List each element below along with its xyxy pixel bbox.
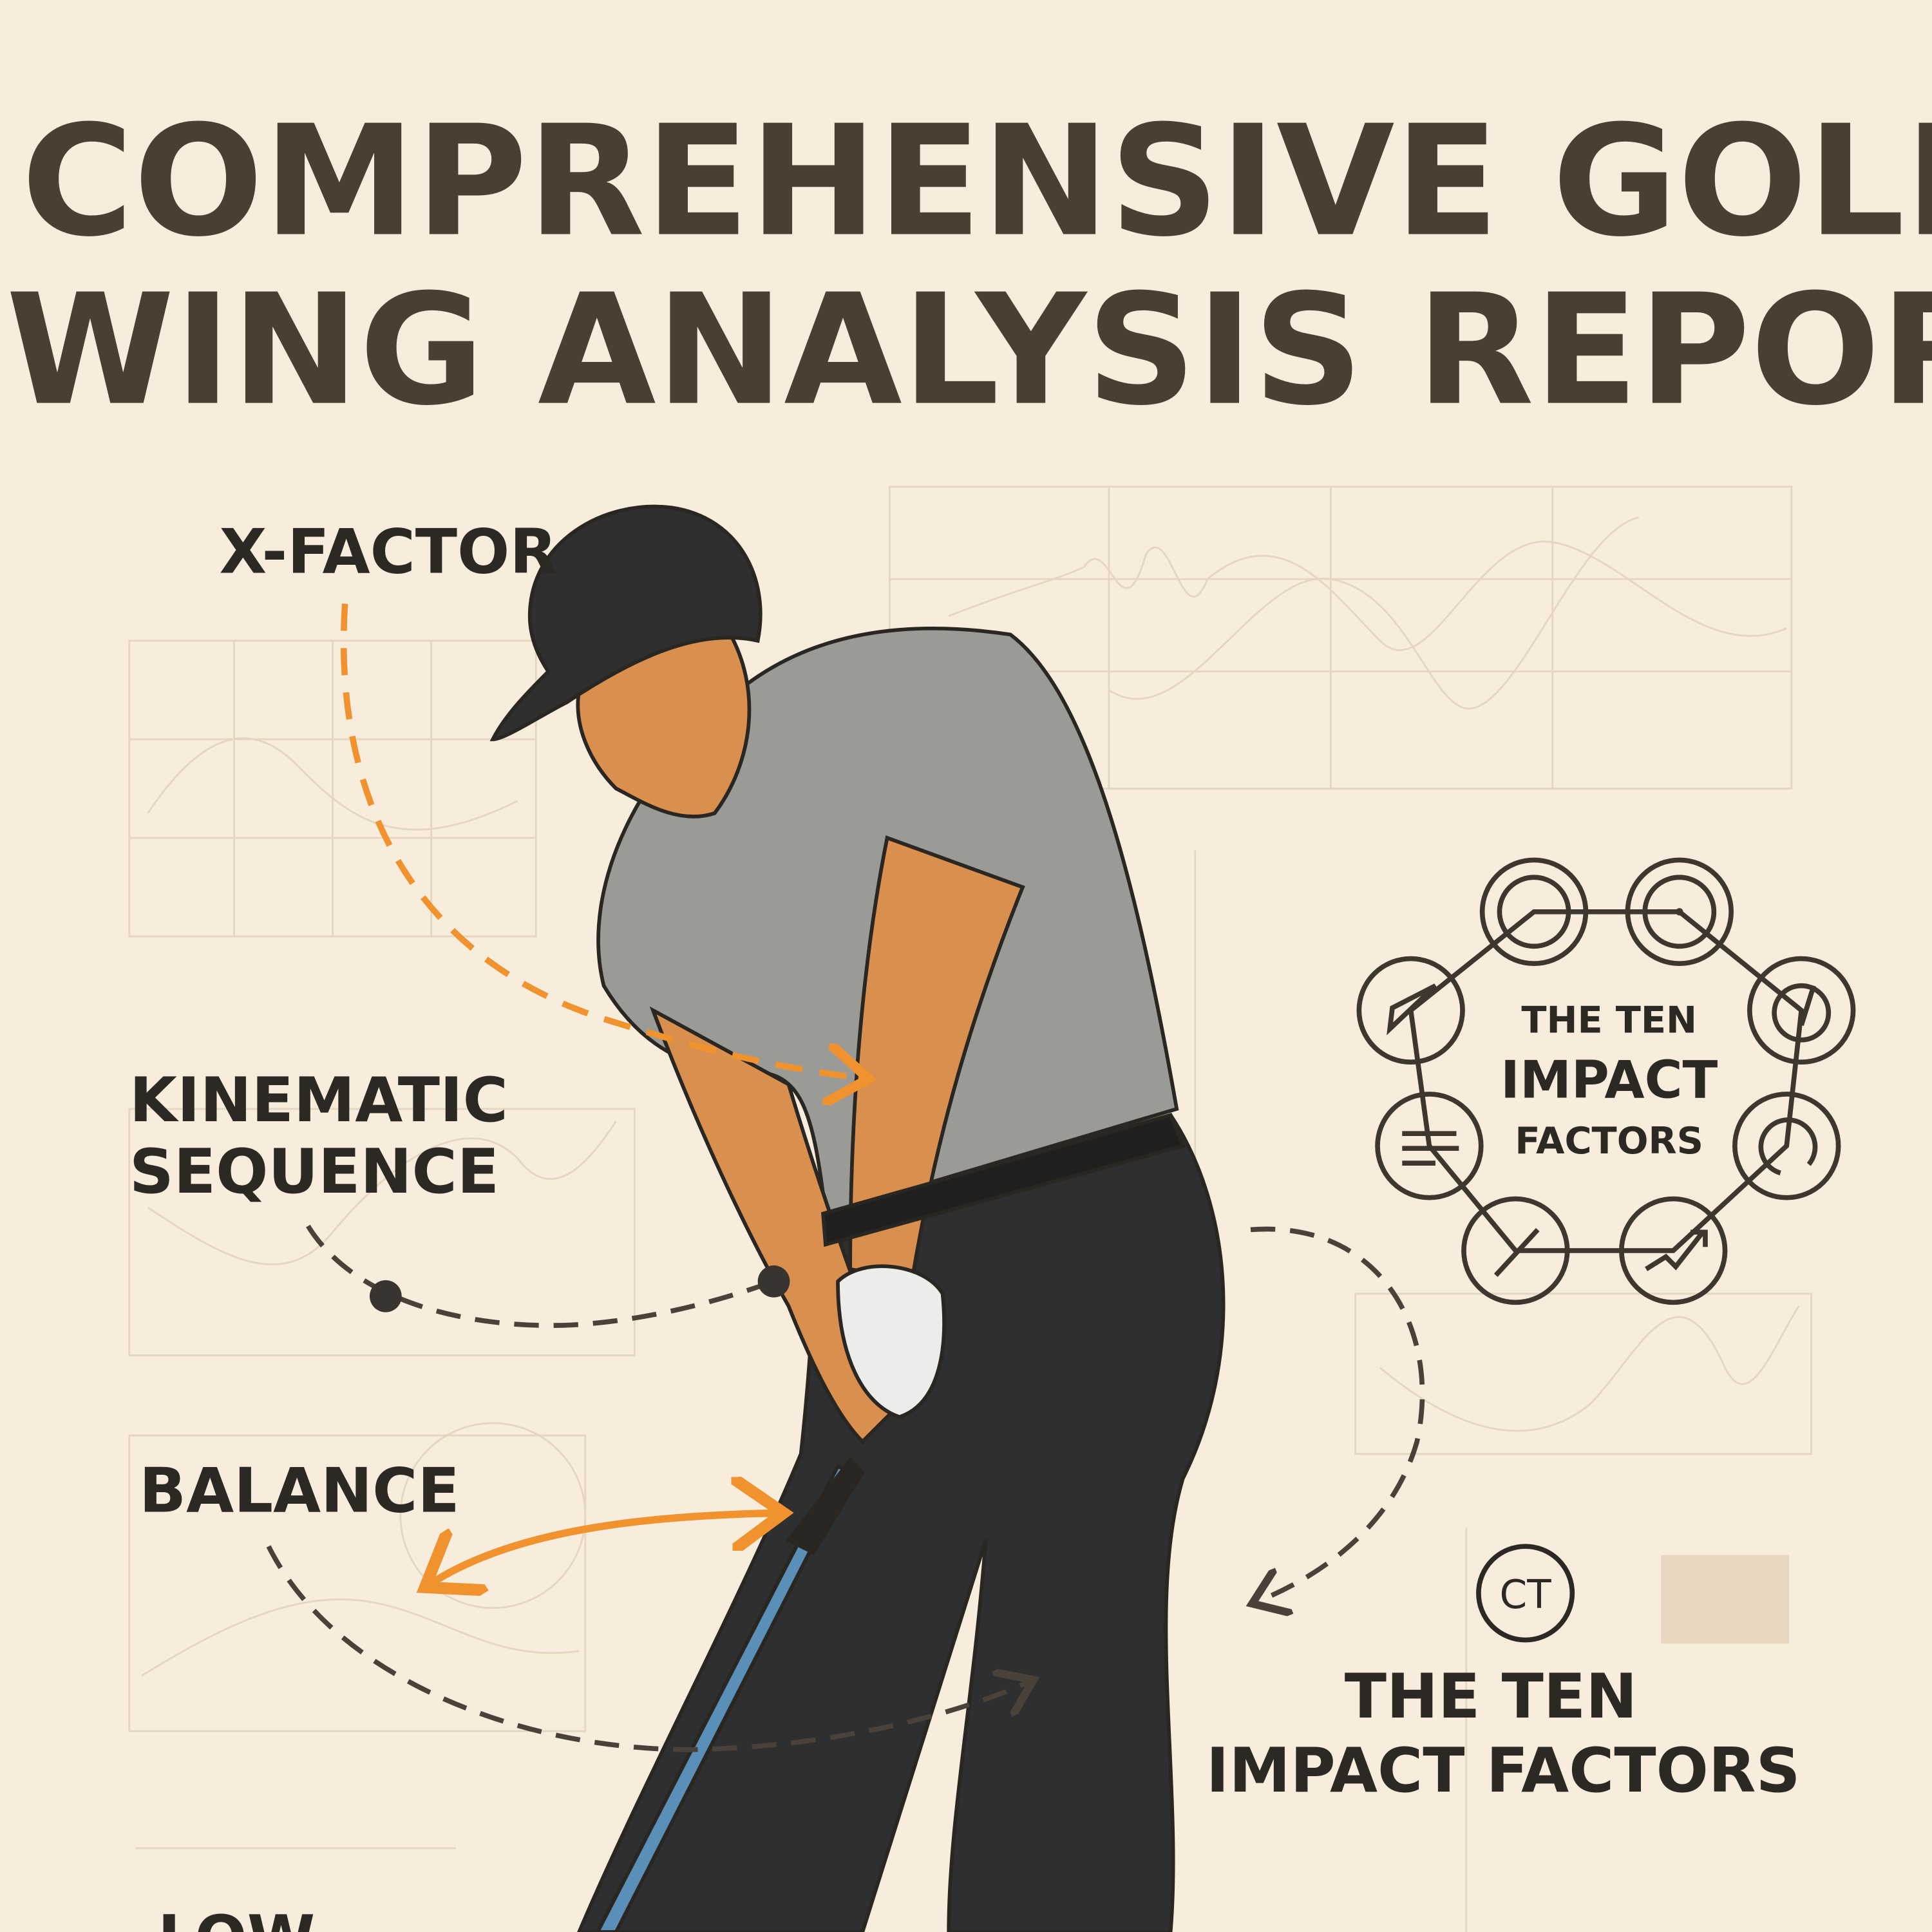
- double-circle-icon[interactable]: [1479, 857, 1589, 966]
- ring-text-line-1: THE TEN: [1521, 998, 1697, 1041]
- kinematic-dot-end: [757, 1265, 790, 1298]
- impact-factors-connector: [1251, 1226, 1425, 1602]
- lines-icon[interactable]: [1375, 1092, 1484, 1200]
- golfer-glove: [836, 1264, 946, 1419]
- x-factor-label: X-FACTOR: [220, 516, 557, 588]
- target-dot-icon[interactable]: [1625, 857, 1734, 966]
- title-line-1: COMPREHENSIVE GOLF: [21, 93, 1932, 270]
- ct-badge-circle: [1476, 1544, 1575, 1643]
- impact-factors-ring: THE TEN IMPACT FACTORS: [1356, 857, 1856, 1305]
- balance-double-arrow: [431, 1513, 777, 1583]
- ring-text-line-3: FACTORS: [1515, 1119, 1703, 1162]
- x-factor-arrow: [340, 603, 863, 1079]
- kinematic-label-line-1: KINEMATIC: [129, 1064, 508, 1136]
- kinematic-sequence-connector: [306, 1224, 775, 1328]
- gauge-icon[interactable]: [1747, 956, 1856, 1065]
- golfer-belt: [821, 1113, 1186, 1247]
- golfer-illustration: [489, 504, 1226, 1932]
- trend-arrow-icon[interactable]: [1619, 1196, 1728, 1305]
- rotation-icon[interactable]: [1732, 1092, 1841, 1200]
- golfer-cap: [489, 504, 762, 741]
- golfer-pants: [577, 1113, 1226, 1932]
- balance-label: BALANCE: [139, 1455, 460, 1527]
- kinematic-dot-start: [369, 1280, 402, 1312]
- kinematic-label-line-2: SEQUENCE: [129, 1135, 499, 1208]
- low-label: LOW: [158, 1902, 315, 1932]
- impact-caption-line-1: THE TEN: [1345, 1660, 1638, 1732]
- golf-club-grip: [786, 1457, 865, 1555]
- title-line-2: SWING ANALYSIS REPORT: [0, 261, 1932, 439]
- ring-text-line-2: IMPACT: [1501, 1050, 1718, 1110]
- club-icon[interactable]: [1461, 1196, 1570, 1305]
- balance-connector: [266, 1545, 1028, 1752]
- impact-caption-line-2: IMPACT FACTORS: [1206, 1734, 1801, 1806]
- ct-badge-text: CT: [1500, 1572, 1552, 1618]
- background-charts: [128, 486, 1812, 1932]
- arrowhead-icon[interactable]: [1356, 956, 1465, 1065]
